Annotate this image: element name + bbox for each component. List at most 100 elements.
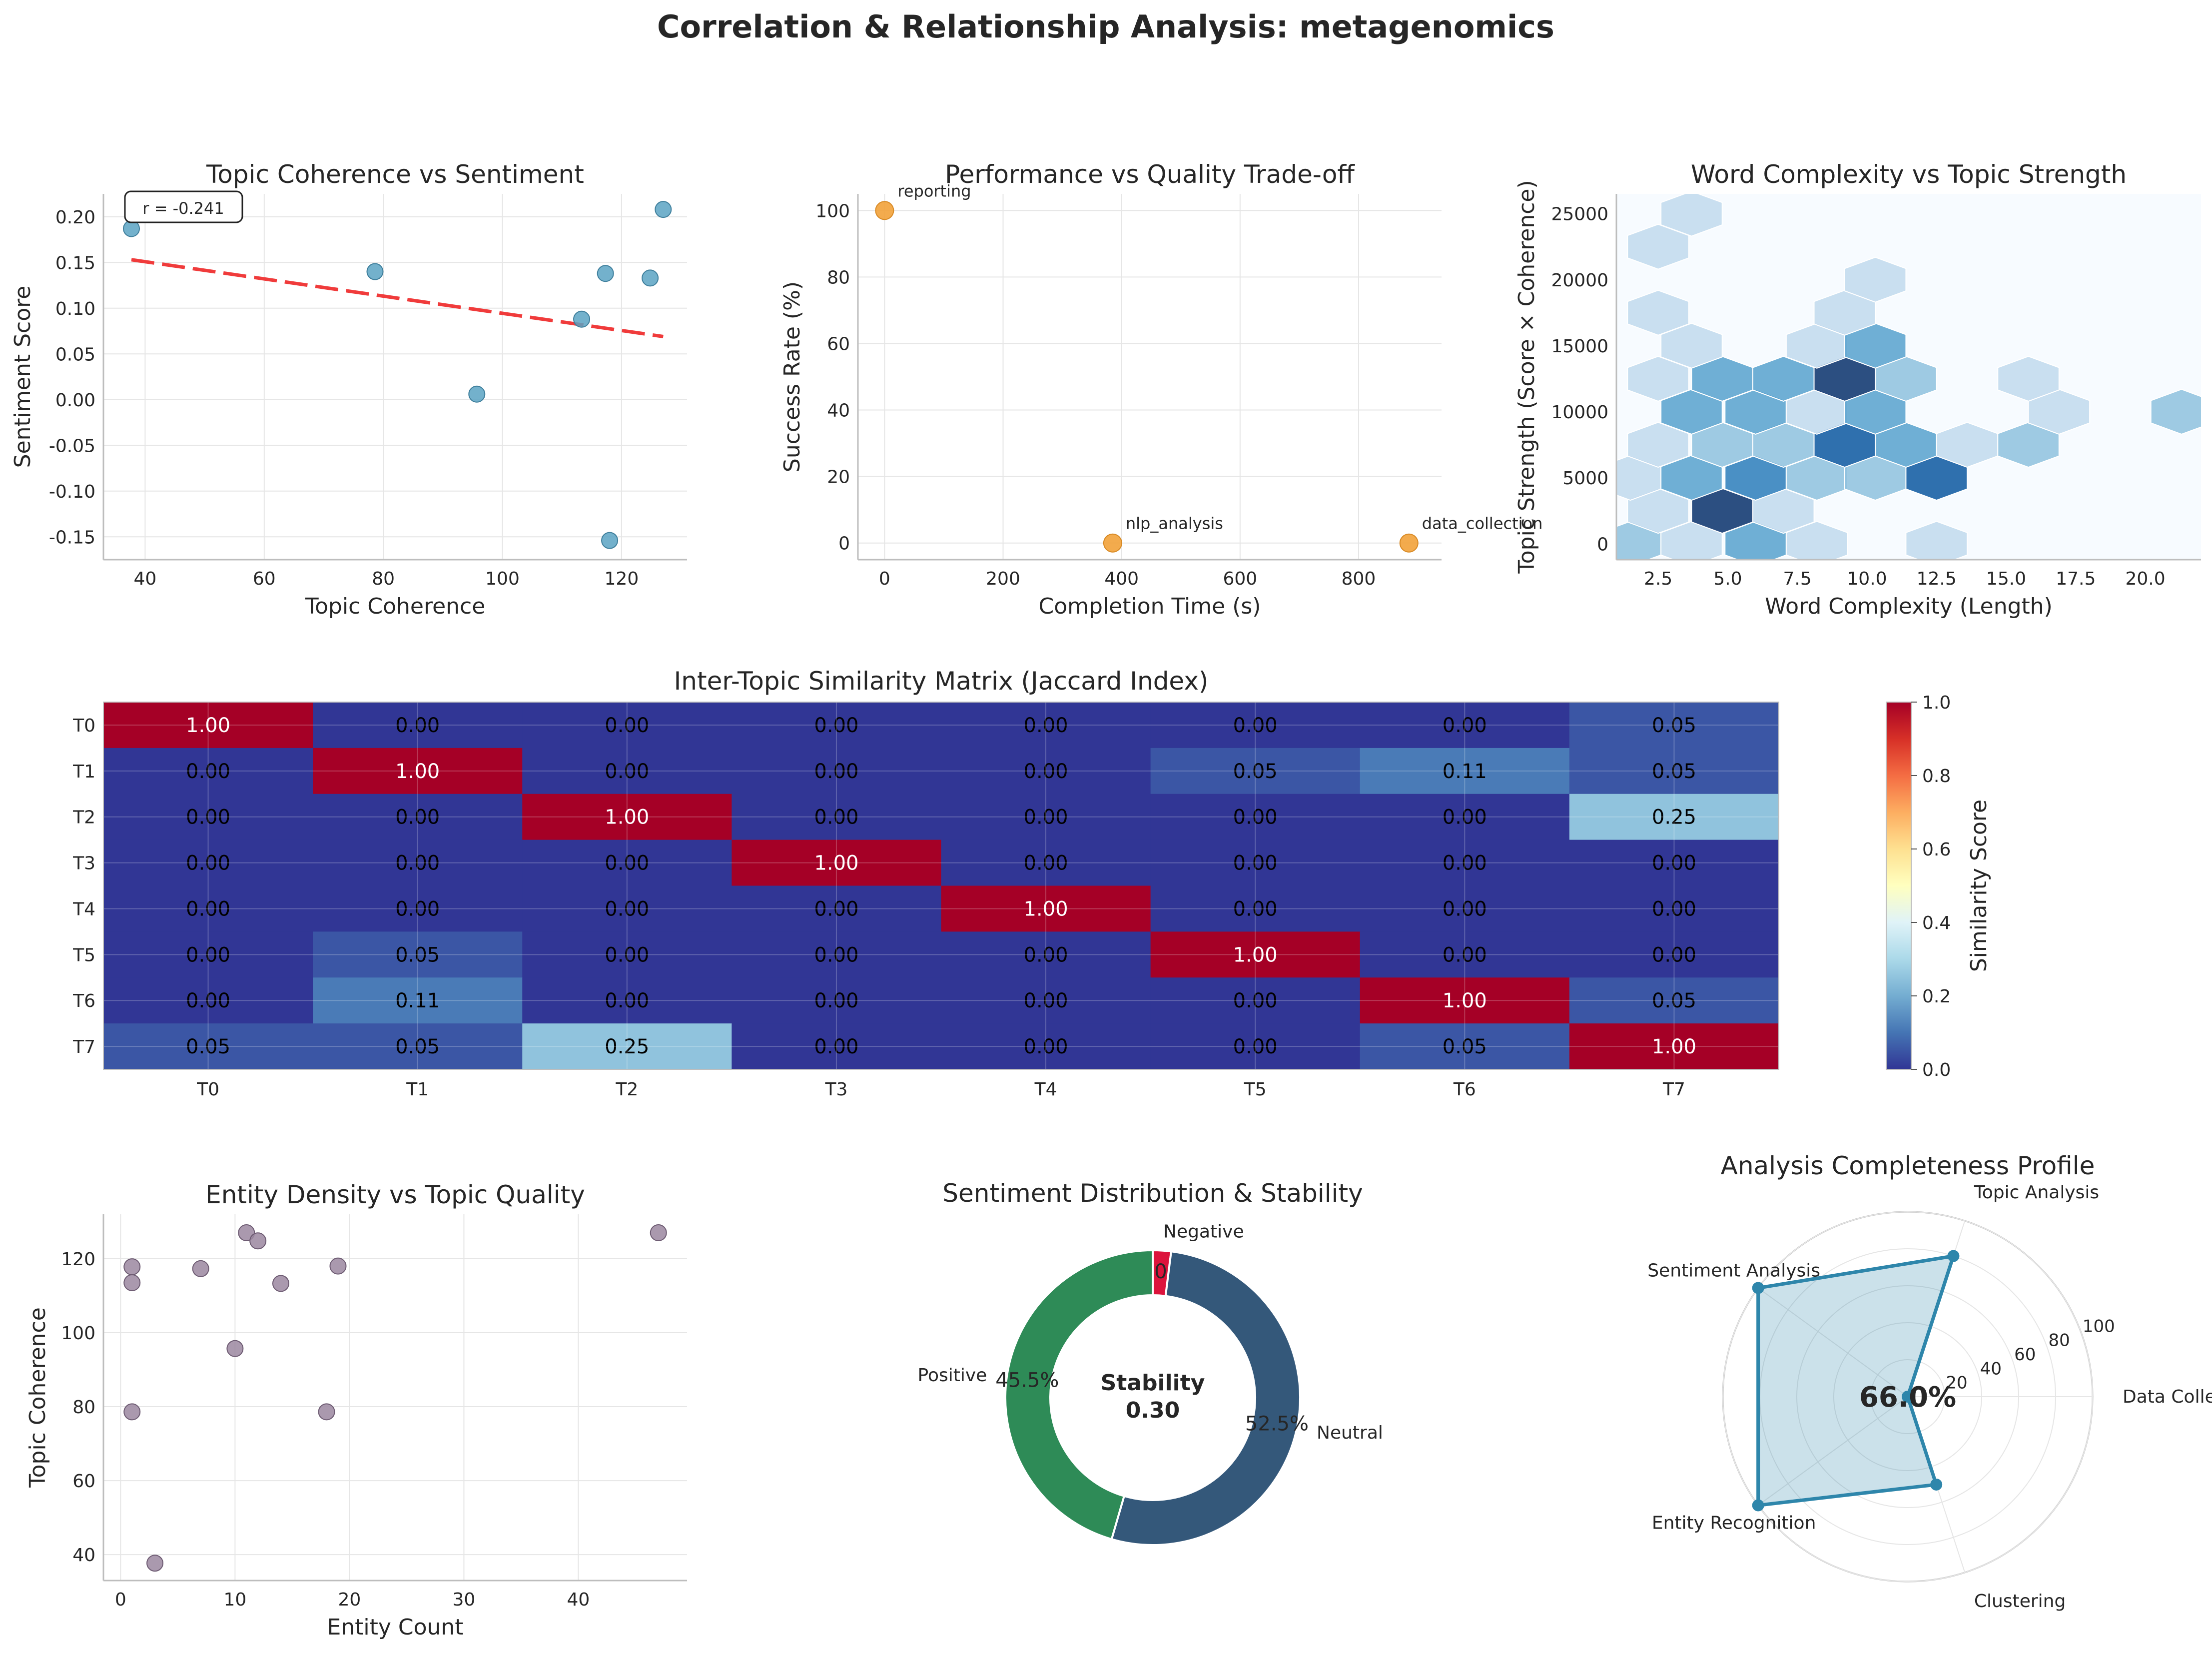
matrix-cell <box>941 794 1151 840</box>
matrix-cell <box>313 885 523 932</box>
cell-value-label: 0.00 <box>1024 989 1068 1012</box>
slice-percent-label: 45.5% <box>995 1369 1059 1392</box>
matrix-border <box>103 702 1779 1070</box>
x-tick-label: 120 <box>605 569 639 589</box>
hexbin-cells <box>1616 194 2201 560</box>
radar-line <box>1756 1254 1956 1508</box>
chart-topic-coherence-vs-sentiment: 40 60 80 100 120 -0.15 -0.10 -0.05 0.00 0.05 0.10 0… <box>10 160 687 619</box>
matrix-cell <box>1360 748 1570 795</box>
matrix-cell <box>941 931 1151 978</box>
x-tick-label: 20 <box>338 1590 361 1610</box>
scatter-point <box>1103 533 1122 553</box>
cell-value-label: 0.05 <box>1443 1035 1487 1058</box>
cell-value-label: 0.00 <box>605 714 649 737</box>
cell-value-label: 1.00 <box>605 806 649 829</box>
y-tick-label: 60 <box>827 334 850 354</box>
cell-value-label: 0.00 <box>395 714 440 737</box>
matrix-cell <box>313 1023 523 1070</box>
matrix-cell <box>313 931 523 978</box>
y-tick-label: 0.05 <box>55 344 95 365</box>
hex-cell <box>1997 355 2060 402</box>
matrix-cell <box>103 748 313 795</box>
cell-value-label: 0.00 <box>605 943 649 966</box>
matrix-cell <box>313 977 523 1024</box>
radar-spoke <box>1758 1396 1908 1506</box>
cell-value-label: 0.00 <box>1233 714 1278 737</box>
matrix-cell <box>1150 702 1361 749</box>
y-axis-label: Topic Coherence <box>25 1307 50 1488</box>
radar-axis-label: Clustering <box>1974 1591 2066 1612</box>
column-label: T7 <box>1662 1079 1685 1100</box>
matrix-cell <box>941 885 1151 932</box>
y-axis-label: Topic Strength (Score × Coherence) <box>1514 180 1539 574</box>
cell-value-label: 0.05 <box>1233 760 1278 783</box>
matrix-cell <box>1360 702 1570 749</box>
y-tick-label: 40 <box>827 401 850 421</box>
y-axis-label: Success Rate (%) <box>779 281 805 472</box>
x-tick-label: 10 <box>223 1590 246 1610</box>
scatter-point <box>468 385 486 403</box>
cell-value-label: 0.00 <box>814 760 858 783</box>
row-label: T6 <box>72 991 95 1011</box>
cell-value-label: 1.00 <box>395 760 440 783</box>
matrix-cell <box>1569 977 1779 1024</box>
y-tick-label: 10000 <box>1551 402 1608 423</box>
chart-sentiment-donut: Sentiment Distribution & Stability Negati… <box>918 1179 1383 1546</box>
cell-value-label: 0.11 <box>1443 760 1487 783</box>
y-tick-label: 15000 <box>1551 336 1608 357</box>
radar-axis-label: Entity Recognition <box>1652 1513 1816 1534</box>
cell-value-label: 0.00 <box>186 760 230 783</box>
matrix-cell <box>1569 885 1779 932</box>
x-tick-label: 10.0 <box>1847 569 1887 589</box>
cell-value-label: 0.00 <box>1443 852 1487 875</box>
hex-cell <box>1627 289 1689 336</box>
x-axis-label: Entity Count <box>327 1615 463 1640</box>
cell-value-label: 0.00 <box>814 989 858 1012</box>
radar-ring-label: 40 <box>1980 1359 2002 1379</box>
column-label: T4 <box>1034 1079 1057 1100</box>
cell-value-label: 0.05 <box>1652 760 1696 783</box>
y-tick-label: 20 <box>827 467 850 488</box>
cell-value-label: 0.00 <box>1024 852 1068 875</box>
column-label: T3 <box>824 1079 847 1100</box>
y-tick-label: 80 <box>72 1397 95 1418</box>
chart-title: Inter-Topic Similarity Matrix (Jaccard I… <box>674 667 1209 696</box>
donut-slice <box>1110 1250 1301 1546</box>
column-label: T5 <box>1244 1079 1267 1100</box>
x-tick-label: 60 <box>253 569 276 589</box>
scatter-point <box>875 201 894 220</box>
cell-value-label: 0.00 <box>395 897 440 920</box>
hex-cell <box>1660 194 1723 237</box>
x-tick-label: 800 <box>1342 569 1376 589</box>
cell-value-label: 0.00 <box>186 852 230 875</box>
slice-label: Positive <box>918 1365 987 1386</box>
radar-point <box>1947 1250 1960 1262</box>
radar-axis-label: Topic Analysis <box>1974 1182 2099 1203</box>
column-label: T1 <box>406 1079 429 1100</box>
point-label: nlp_analysis <box>1126 514 1223 533</box>
matrix-cell <box>313 748 523 795</box>
cell-value-label: 0.05 <box>395 943 440 966</box>
x-tick-label: 100 <box>485 569 520 589</box>
cell-value-label: 1.00 <box>186 714 230 737</box>
matrix-cell <box>732 839 942 886</box>
radar-ring-label: 80 <box>2048 1331 2070 1351</box>
chart-title: Topic Coherence vs Sentiment <box>206 160 584 189</box>
matrix-cell <box>941 1023 1151 1070</box>
matrix-cell <box>732 702 942 749</box>
y-tick-label: 40 <box>72 1545 95 1566</box>
matrix-cell <box>103 1023 313 1070</box>
colorbar-label: Similarity Score <box>1966 800 1992 972</box>
matrix-cell <box>732 1023 942 1070</box>
y-axis-label: Sentiment Score <box>10 286 35 468</box>
y-tick-label: 0.20 <box>55 207 95 228</box>
slice-label: Neutral <box>1317 1423 1383 1443</box>
matrix-cell <box>732 885 942 932</box>
y-tick-label: 5000 <box>1562 468 1608 489</box>
cell-value-label: 0.00 <box>1024 806 1068 829</box>
colorbar-tick-label: 0.4 <box>1922 913 1951 933</box>
cell-value-label: 0.00 <box>1233 897 1278 920</box>
colorbar-tick-label: 0.8 <box>1922 766 1951 787</box>
